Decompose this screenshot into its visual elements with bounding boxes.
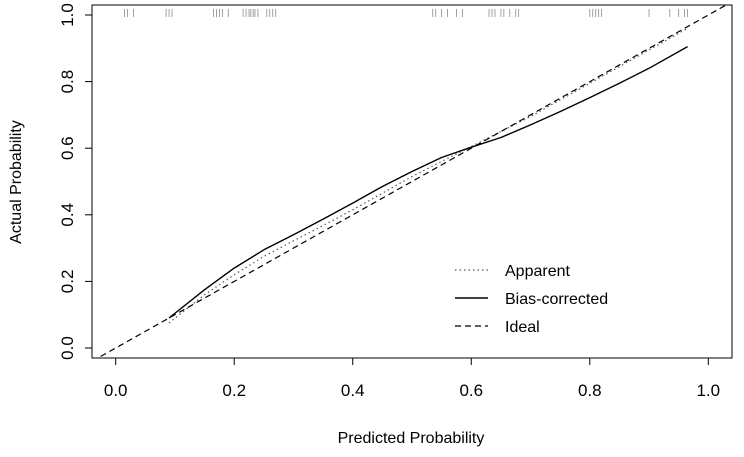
y-tick-label: 0.2	[58, 270, 77, 294]
series-line-bias-corrected	[168, 45, 688, 319]
y-tick-label: 1.0	[58, 3, 77, 27]
legend-label: Ideal	[505, 319, 540, 336]
x-axis: 0.0 0.2 0.4 0.6 0.8 1.0	[104, 358, 720, 400]
series-layer	[96, 5, 728, 358]
x-axis-title: Predicted Probability	[338, 430, 485, 447]
x-tick-label: 0.6	[459, 381, 483, 400]
y-tick-label: 0.8	[58, 70, 77, 94]
rug-marks	[124, 9, 688, 17]
plot-box	[91, 4, 733, 359]
y-axis-title: Actual Probability	[8, 120, 25, 244]
x-tick-label: 0.8	[578, 381, 602, 400]
y-axis: 0.0 0.2 0.4 0.6 0.8 1.0	[58, 3, 92, 360]
x-tick-label: 1.0	[696, 381, 720, 400]
y-tick-label: 0.0	[58, 336, 77, 360]
y-tick-label: 0.6	[58, 136, 77, 160]
y-tick-label: 0.4	[58, 203, 77, 227]
x-tick-label: 0.2	[222, 381, 246, 400]
series-line-apparent	[168, 27, 688, 324]
legend-label: Bias-corrected	[505, 291, 608, 308]
legend: Apparent Bias-corrected Ideal	[455, 263, 608, 336]
x-tick-label: 0.4	[341, 381, 365, 400]
series-line-ideal	[96, 5, 728, 358]
x-tick-label: 0.0	[104, 381, 128, 400]
legend-label: Apparent	[505, 263, 570, 280]
